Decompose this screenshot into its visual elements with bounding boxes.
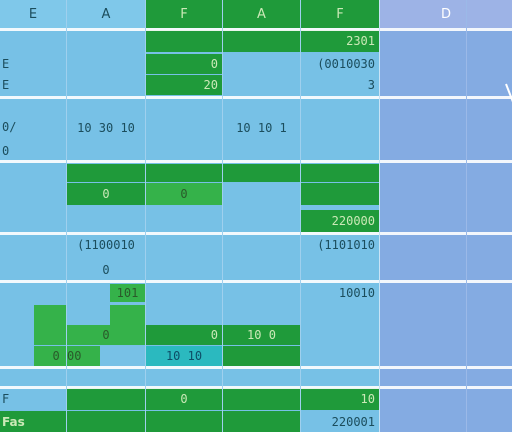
cell-r10-c2[interactable]: 101 xyxy=(110,284,145,302)
row-divider xyxy=(0,386,512,389)
column-header-d[interactable]: D xyxy=(380,0,512,28)
cell-r6-c3[interactable]: 0 xyxy=(146,183,222,205)
cell-r6-c2[interactable]: 0 xyxy=(67,183,145,205)
cell-r10-c6[interactable]: 10010 xyxy=(338,286,375,300)
cell-r8-c6[interactable]: (1101010 xyxy=(317,238,375,252)
cell-r9-c2[interactable]: 0 xyxy=(102,263,110,277)
right-panel xyxy=(380,28,512,432)
cell-r12-c3[interactable]: 10 10 xyxy=(146,346,222,366)
cell-r12-c4[interactable] xyxy=(223,346,300,366)
row-divider xyxy=(0,232,512,235)
cell-r6-c6[interactable] xyxy=(301,183,379,205)
cell-r11-c5[interactable]: 10 0 xyxy=(223,325,300,345)
cell-r3-c6[interactable]: 3 xyxy=(367,78,375,92)
row-divider xyxy=(0,96,512,99)
cell-r12-c1[interactable] xyxy=(34,325,66,345)
cell-r4-c2[interactable]: 10 30 10 xyxy=(77,121,135,135)
cell-r7-c6[interactable]: 220000 xyxy=(301,210,379,232)
cell-r1-c6[interactable]: 2301 xyxy=(301,30,379,52)
row-label-2[interactable]: E xyxy=(2,57,10,71)
cell-r13-c6[interactable]: 10 xyxy=(301,388,379,410)
row-label-4[interactable]: 0/ xyxy=(2,120,17,134)
column-divider xyxy=(66,0,67,432)
row-label-5[interactable]: 0 xyxy=(2,144,10,158)
cell-r12-c2[interactable]: 0 00 xyxy=(34,346,100,366)
cell-r14-c6[interactable]: 220001 xyxy=(331,414,375,429)
column-divider xyxy=(379,0,380,432)
cell-r4-c5[interactable]: 10 10 1 xyxy=(236,121,287,135)
column-header-f[interactable]: F xyxy=(146,0,222,28)
row-divider xyxy=(0,366,512,369)
row-label-3[interactable]: E xyxy=(2,78,10,92)
column-bg-2 xyxy=(67,28,145,432)
column-divider xyxy=(222,0,223,432)
row-divider xyxy=(0,160,512,163)
cell-r13-c4[interactable]: 0 xyxy=(146,388,222,410)
column-divider xyxy=(145,0,146,432)
column-header-a[interactable]: A xyxy=(67,0,145,28)
cell-r2-c3[interactable]: 0 xyxy=(146,54,222,74)
row-label-fas[interactable]: Fas xyxy=(0,411,66,432)
row-divider xyxy=(0,280,512,283)
column-header-a2[interactable]: A xyxy=(223,0,300,28)
cell-r11-c4[interactable]: 0 xyxy=(146,325,222,345)
column-divider xyxy=(466,0,467,432)
cell-r8-c2[interactable]: (1100010 xyxy=(77,238,135,252)
cell-r1-c4[interactable] xyxy=(223,30,300,52)
column-bg-4 xyxy=(223,28,300,432)
column-header-e[interactable]: E xyxy=(0,0,66,28)
row-divider xyxy=(0,28,512,31)
row14-band xyxy=(67,411,301,432)
column-divider xyxy=(300,0,301,432)
cell-r11-c2[interactable]: 0 xyxy=(67,325,145,345)
cell-r2-c6[interactable]: (0010030 xyxy=(317,57,375,71)
row6-band-1 xyxy=(67,164,379,182)
mouse-cursor-icon xyxy=(505,83,512,103)
cell-r11-c2b[interactable] xyxy=(110,305,145,325)
cell-r11-c1[interactable] xyxy=(34,305,66,325)
column-header-f2[interactable]: F xyxy=(301,0,379,28)
cell-r3-c3[interactable]: 20 xyxy=(146,75,222,95)
row-label-13[interactable]: F xyxy=(2,392,10,406)
cell-r1-c3[interactable] xyxy=(146,30,222,52)
